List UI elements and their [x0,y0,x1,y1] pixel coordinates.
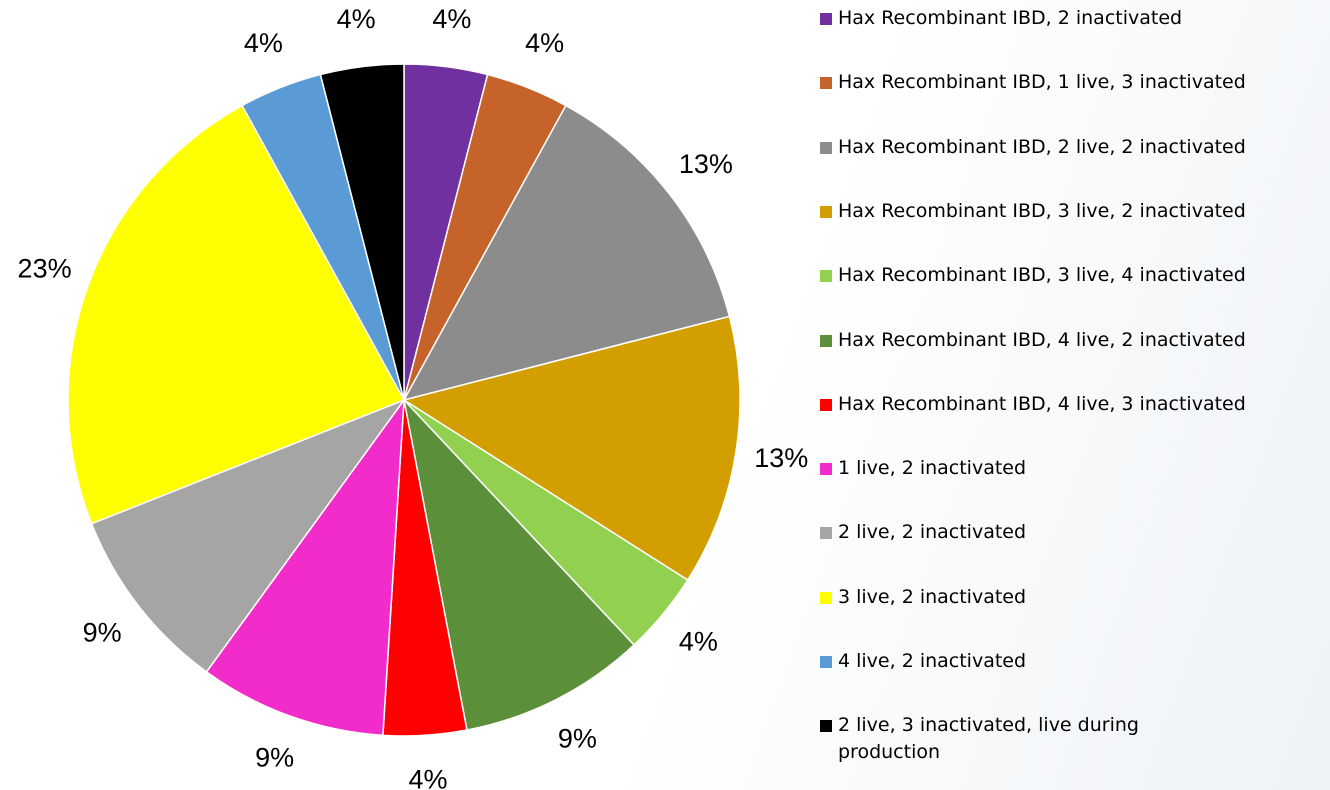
legend-swatch [820,77,832,89]
data-label: 4% [408,764,447,790]
legend-item: Hax Recombinant IBD, 4 live, 3 inactivat… [820,391,1320,418]
data-label: 4% [432,4,471,34]
legend-label: Hax Recombinant IBD, 4 live, 3 inactivat… [838,391,1318,418]
data-label: 9% [83,617,122,647]
legend-item: Hax Recombinant IBD, 2 inactivated [820,5,1320,32]
legend-swatch [820,13,832,25]
legend-swatch [820,399,832,411]
legend-label: 3 live, 2 inactivated [838,584,1318,611]
legend-label: Hax Recombinant IBD, 2 live, 2 inactivat… [838,134,1318,161]
legend-swatch [820,592,832,604]
legend-item: 2 live, 3 inactivated, live during produ… [820,712,1320,766]
legend-item: 1 live, 2 inactivated [820,455,1320,482]
legend-item: 2 live, 2 inactivated [820,519,1320,546]
legend-swatch [820,720,832,732]
data-label: 4% [525,28,564,58]
legend-swatch [820,270,832,282]
legend-swatch [820,335,832,347]
legend-item: Hax Recombinant IBD, 3 live, 2 inactivat… [820,198,1320,225]
legend-swatch [820,463,832,475]
data-label: 23% [18,254,72,284]
legend-label: Hax Recombinant IBD, 3 live, 2 inactivat… [838,198,1318,225]
legend-label: 2 live, 2 inactivated [838,519,1318,546]
data-label: 13% [754,443,808,473]
legend-swatch [820,656,832,668]
legend-item: Hax Recombinant IBD, 3 live, 4 inactivat… [820,262,1320,289]
data-label: 4% [337,4,376,34]
data-label: 9% [255,743,294,773]
data-label: 4% [679,627,718,657]
legend-label: 1 live, 2 inactivated [838,455,1318,482]
data-label: 9% [558,723,597,753]
legend-item: Hax Recombinant IBD, 2 live, 2 inactivat… [820,134,1320,161]
legend-swatch [820,206,832,218]
legend-item: Hax Recombinant IBD, 4 live, 2 inactivat… [820,327,1320,354]
data-label: 13% [679,149,733,179]
legend-label: Hax Recombinant IBD, 2 inactivated [838,5,1318,32]
legend-item: 4 live, 2 inactivated [820,648,1320,675]
legend-item: Hax Recombinant IBD, 1 live, 3 inactivat… [820,69,1320,96]
legend-swatch [820,142,832,154]
data-label: 4% [244,28,283,58]
legend-label: 2 live, 3 inactivated, live during produ… [838,712,1168,766]
legend-label: Hax Recombinant IBD, 4 live, 2 inactivat… [838,327,1318,354]
legend-swatch [820,527,832,539]
legend-label: 4 live, 2 inactivated [838,648,1318,675]
legend-label: Hax Recombinant IBD, 1 live, 3 inactivat… [838,69,1318,96]
legend-label: Hax Recombinant IBD, 3 live, 4 inactivat… [838,262,1318,289]
legend-item: 3 live, 2 inactivated [820,584,1320,611]
page: {"chart_data": {"type": "pie", "categori… [0,0,1330,790]
